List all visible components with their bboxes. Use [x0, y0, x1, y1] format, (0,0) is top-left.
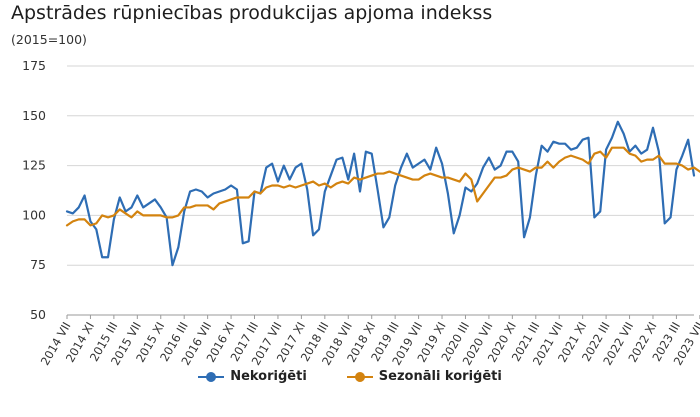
y-tick-label: 75 [30, 257, 46, 272]
y-tick-label: 175 [22, 58, 46, 73]
grid-layer [67, 65, 694, 316]
series-line-1 [65, 146, 700, 227]
y-tick-label: 125 [22, 158, 46, 173]
y-tick-label: 150 [22, 108, 46, 123]
y-tick-label: 100 [22, 207, 46, 222]
y-axis: 50 75 100 125 150 175 [22, 58, 46, 322]
legend: Nekoriģēti Sezonāli koriģēti [0, 369, 700, 384]
legend-label-sezonali-korigeti: Sezonāli koriģēti [378, 369, 502, 384]
series-layer [65, 120, 700, 267]
legend-swatch-nekorigeti [198, 371, 225, 383]
legend-item-sezonali-korigeti[interactable]: Sezonāli koriģēti [346, 369, 502, 384]
series-line-0 [65, 120, 696, 267]
legend-label-nekorigeti: Nekoriģēti [230, 369, 307, 384]
legend-swatch-sezonali-korigeti [346, 371, 373, 383]
y-tick-label: 50 [30, 307, 46, 322]
chart-subtitle: (2015=100) [11, 32, 87, 47]
legend-item-nekorigeti[interactable]: Nekoriģēti [198, 369, 307, 384]
chart-title: Apstrādes rūpniecības produkcijas apjoma… [11, 2, 493, 24]
